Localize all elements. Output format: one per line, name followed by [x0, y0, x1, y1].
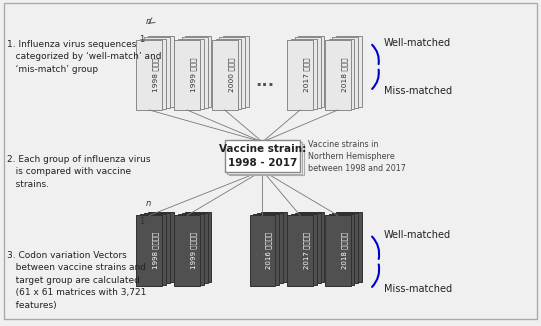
- Text: 1998 변이벡터: 1998 변이벡터: [153, 232, 159, 269]
- FancyBboxPatch shape: [174, 40, 200, 110]
- FancyBboxPatch shape: [287, 40, 313, 110]
- FancyBboxPatch shape: [299, 37, 324, 107]
- FancyBboxPatch shape: [186, 37, 212, 107]
- Text: 1: 1: [138, 217, 144, 226]
- FancyBboxPatch shape: [295, 37, 321, 108]
- FancyBboxPatch shape: [182, 213, 208, 284]
- FancyBboxPatch shape: [144, 213, 170, 284]
- FancyBboxPatch shape: [178, 214, 204, 285]
- Text: 2018 유행주: 2018 유행주: [341, 58, 347, 92]
- Text: ...: ...: [253, 242, 272, 259]
- FancyBboxPatch shape: [291, 38, 317, 109]
- Text: 1999 변이벡터: 1999 변이벡터: [190, 232, 197, 269]
- FancyBboxPatch shape: [136, 215, 162, 286]
- Text: n: n: [146, 199, 151, 208]
- Text: Vaccine strains in
Northern Hemisphere
between 1998 and 2017: Vaccine strains in Northern Hemisphere b…: [308, 140, 406, 173]
- Text: 2017 변이벡터: 2017 변이벡터: [304, 232, 310, 269]
- FancyBboxPatch shape: [261, 212, 287, 282]
- FancyBboxPatch shape: [253, 214, 279, 285]
- FancyBboxPatch shape: [227, 142, 302, 174]
- FancyBboxPatch shape: [328, 38, 354, 109]
- FancyBboxPatch shape: [140, 38, 166, 109]
- FancyBboxPatch shape: [332, 213, 358, 284]
- FancyBboxPatch shape: [325, 40, 351, 110]
- FancyBboxPatch shape: [174, 215, 200, 286]
- FancyBboxPatch shape: [336, 212, 362, 282]
- FancyBboxPatch shape: [148, 212, 174, 282]
- FancyBboxPatch shape: [299, 212, 324, 282]
- Text: Miss-matched: Miss-matched: [384, 86, 452, 96]
- Text: 1: 1: [138, 35, 144, 44]
- Text: 2016 변이벡터: 2016 변이벡터: [266, 232, 272, 269]
- FancyBboxPatch shape: [148, 37, 174, 107]
- Text: 2018 변이벡터: 2018 변이벡터: [341, 232, 347, 269]
- FancyBboxPatch shape: [140, 214, 166, 285]
- FancyBboxPatch shape: [332, 37, 358, 108]
- Text: 1. Influenza virus sequences
   categorized by ‘well-match’ and
   ‘mis-match’ g: 1. Influenza virus sequences categorized…: [7, 40, 161, 74]
- FancyBboxPatch shape: [144, 37, 170, 108]
- FancyBboxPatch shape: [219, 37, 245, 108]
- FancyBboxPatch shape: [328, 214, 354, 285]
- Text: 2017 유행주: 2017 유행주: [304, 58, 310, 92]
- FancyBboxPatch shape: [136, 40, 162, 110]
- Text: ...: ...: [255, 72, 275, 90]
- FancyBboxPatch shape: [287, 215, 313, 286]
- Text: 2000 유행주: 2000 유행주: [228, 58, 234, 92]
- Text: 3. Codon variation Vectors
   between vaccine strains and
   target group are ca: 3. Codon variation Vectors between vacci…: [7, 251, 146, 310]
- FancyBboxPatch shape: [249, 215, 275, 286]
- FancyBboxPatch shape: [178, 38, 204, 109]
- Text: 1998 유행주: 1998 유행주: [153, 58, 159, 92]
- Text: Miss-matched: Miss-matched: [384, 284, 452, 294]
- Text: n: n: [146, 17, 151, 26]
- FancyBboxPatch shape: [295, 213, 321, 284]
- FancyBboxPatch shape: [216, 38, 241, 109]
- FancyBboxPatch shape: [325, 215, 351, 286]
- FancyBboxPatch shape: [182, 37, 208, 108]
- FancyBboxPatch shape: [291, 214, 317, 285]
- FancyBboxPatch shape: [225, 141, 300, 172]
- FancyBboxPatch shape: [212, 40, 237, 110]
- FancyBboxPatch shape: [186, 212, 212, 282]
- FancyBboxPatch shape: [229, 143, 305, 175]
- Text: Vaccine strain:
1998 - 2017: Vaccine strain: 1998 - 2017: [219, 144, 306, 168]
- FancyBboxPatch shape: [257, 213, 283, 284]
- Text: Well-matched: Well-matched: [384, 38, 451, 48]
- FancyBboxPatch shape: [223, 37, 249, 107]
- FancyBboxPatch shape: [336, 37, 362, 107]
- Text: Well-matched: Well-matched: [384, 230, 451, 240]
- Text: 2. Each group of influenza virus
   is compared with vaccine
   strains.: 2. Each group of influenza virus is comp…: [7, 155, 150, 189]
- Text: 1999 유행주: 1999 유행주: [190, 58, 197, 92]
